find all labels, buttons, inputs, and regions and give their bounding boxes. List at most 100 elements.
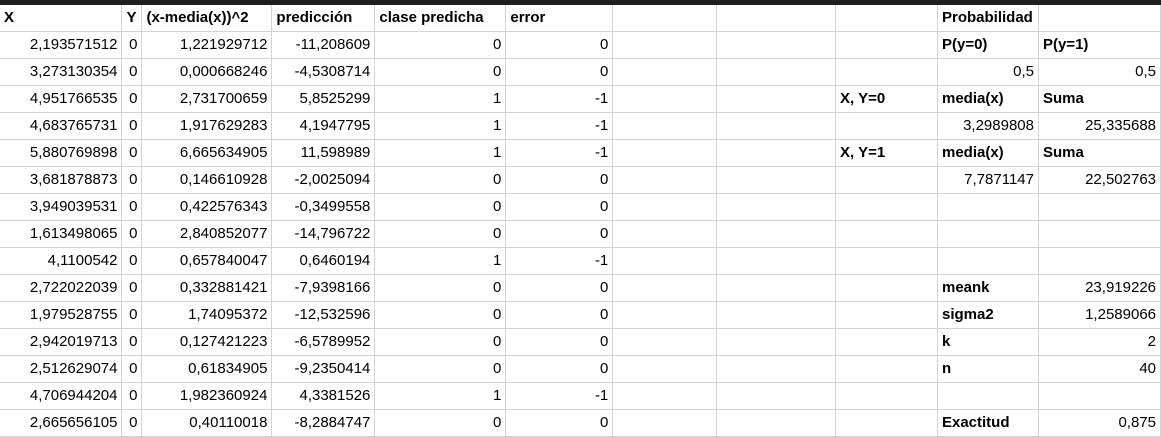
- cell-sq[interactable]: 2,731700659: [141, 85, 273, 113]
- cell-prediccion[interactable]: -12,532596: [271, 301, 376, 329]
- header-x[interactable]: X: [0, 5, 123, 32]
- cell-error[interactable]: 0: [505, 328, 614, 356]
- cell-y[interactable]: 0: [121, 382, 143, 410]
- suma-label-0[interactable]: Suma: [1038, 85, 1161, 113]
- empty-cell[interactable]: [716, 31, 837, 59]
- empty-cell[interactable]: [716, 139, 837, 167]
- cell-error[interactable]: 0: [505, 274, 614, 302]
- n-label[interactable]: n: [937, 355, 1039, 383]
- empty-cell[interactable]: [612, 328, 718, 356]
- cell-x[interactable]: 1,613498065: [0, 220, 123, 248]
- empty-cell[interactable]: [716, 220, 837, 248]
- cell-clase-predicha[interactable]: 1: [374, 382, 507, 410]
- empty-cell[interactable]: [835, 58, 938, 86]
- cell-sq[interactable]: 1,982360924: [141, 382, 273, 410]
- cell-error[interactable]: -1: [505, 382, 614, 410]
- empty-cell[interactable]: [612, 247, 718, 275]
- cell-sq[interactable]: 0,40110018: [141, 409, 273, 437]
- cell-y[interactable]: 0: [121, 274, 143, 302]
- header-clase[interactable]: clase predicha: [374, 5, 507, 32]
- cell-error[interactable]: 0: [505, 58, 614, 86]
- cell-prediccion[interactable]: -6,5789952: [271, 328, 376, 356]
- empty-cell[interactable]: [716, 112, 837, 140]
- empty-cell[interactable]: [835, 301, 938, 329]
- cell-y[interactable]: 0: [121, 31, 143, 59]
- cell-x[interactable]: 2,722022039: [0, 274, 123, 302]
- empty-cell[interactable]: [835, 166, 938, 194]
- meank-label[interactable]: meank: [937, 274, 1039, 302]
- empty-cell[interactable]: [612, 274, 718, 302]
- suma-value-1[interactable]: 22,502763: [1038, 166, 1161, 194]
- cell-prediccion[interactable]: -4,5308714: [271, 58, 376, 86]
- cell-prediccion[interactable]: -9,2350414: [271, 355, 376, 383]
- header-error[interactable]: error: [505, 5, 614, 32]
- cell-y[interactable]: 0: [121, 193, 143, 221]
- n-value[interactable]: 40: [1038, 355, 1161, 383]
- empty-cell[interactable]: [835, 31, 938, 59]
- sigma2-label[interactable]: sigma2: [937, 301, 1039, 329]
- cell-x[interactable]: 1,979528755: [0, 301, 123, 329]
- cell-x[interactable]: 2,512629074: [0, 355, 123, 383]
- empty-cell[interactable]: [835, 193, 938, 221]
- p-y1-value[interactable]: 0,5: [1038, 58, 1161, 86]
- cell-x[interactable]: 4,683765731: [0, 112, 123, 140]
- x-y1-label[interactable]: X, Y=1: [835, 139, 938, 167]
- cell-x[interactable]: 4,1100542: [0, 247, 123, 275]
- empty-cell[interactable]: [612, 5, 718, 32]
- cell-clase-predicha[interactable]: 0: [374, 166, 507, 194]
- cell-error[interactable]: -1: [505, 247, 614, 275]
- empty-cell[interactable]: [612, 220, 718, 248]
- cell-error[interactable]: -1: [505, 112, 614, 140]
- cell-prediccion[interactable]: -2,0025094: [271, 166, 376, 194]
- empty-cell[interactable]: [612, 409, 718, 437]
- cell-clase-predicha[interactable]: 0: [374, 409, 507, 437]
- suma-label-1[interactable]: Suma: [1038, 139, 1161, 167]
- cell-y[interactable]: 0: [121, 301, 143, 329]
- empty-cell[interactable]: [716, 274, 837, 302]
- p-y1-label[interactable]: P(y=1): [1038, 31, 1161, 59]
- cell-clase-predicha[interactable]: 1: [374, 247, 507, 275]
- cell-clase-predicha[interactable]: 0: [374, 58, 507, 86]
- cell-error[interactable]: -1: [505, 139, 614, 167]
- cell-y[interactable]: 0: [121, 247, 143, 275]
- cell-prediccion[interactable]: 5,8525299: [271, 85, 376, 113]
- cell-clase-predicha[interactable]: 0: [374, 301, 507, 329]
- empty-cell[interactable]: [612, 85, 718, 113]
- cell-y[interactable]: 0: [121, 139, 143, 167]
- empty-cell[interactable]: [937, 193, 1039, 221]
- p-y0-value[interactable]: 0,5: [937, 58, 1039, 86]
- cell-clase-predicha[interactable]: 0: [374, 355, 507, 383]
- p-y0-label[interactable]: P(y=0): [937, 31, 1039, 59]
- cell-x[interactable]: 4,951766535: [0, 85, 123, 113]
- empty-cell[interactable]: [716, 193, 837, 221]
- cell-prediccion[interactable]: 4,1947795: [271, 112, 376, 140]
- header-sq[interactable]: (x-media(x))^2: [141, 5, 273, 32]
- cell-error[interactable]: 0: [505, 220, 614, 248]
- empty-cell[interactable]: [612, 31, 718, 59]
- cell-x[interactable]: 5,880769898: [0, 139, 123, 167]
- empty-cell[interactable]: [612, 58, 718, 86]
- cell-sq[interactable]: 0,000668246: [141, 58, 273, 86]
- cell-sq[interactable]: 0,127421223: [141, 328, 273, 356]
- cell-x[interactable]: 3,681878873: [0, 166, 123, 194]
- cell-y[interactable]: 0: [121, 166, 143, 194]
- cell-error[interactable]: 0: [505, 193, 614, 221]
- empty-cell[interactable]: [612, 139, 718, 167]
- empty-cell[interactable]: [1038, 382, 1161, 410]
- cell-x[interactable]: 3,949039531: [0, 193, 123, 221]
- empty-cell[interactable]: [835, 112, 938, 140]
- cell-error[interactable]: 0: [505, 409, 614, 437]
- empty-cell[interactable]: [937, 247, 1039, 275]
- cell-sq[interactable]: 6,665634905: [141, 139, 273, 167]
- cell-clase-predicha[interactable]: 0: [374, 328, 507, 356]
- cell-y[interactable]: 0: [121, 220, 143, 248]
- empty-cell[interactable]: [937, 220, 1039, 248]
- cell-error[interactable]: 0: [505, 301, 614, 329]
- empty-cell[interactable]: [716, 247, 837, 275]
- empty-cell[interactable]: [835, 382, 938, 410]
- cell-x[interactable]: 2,942019713: [0, 328, 123, 356]
- cell-sq[interactable]: 1,917629283: [141, 112, 273, 140]
- empty-cell[interactable]: [716, 85, 837, 113]
- cell-sq[interactable]: 0,332881421: [141, 274, 273, 302]
- cell-y[interactable]: 0: [121, 85, 143, 113]
